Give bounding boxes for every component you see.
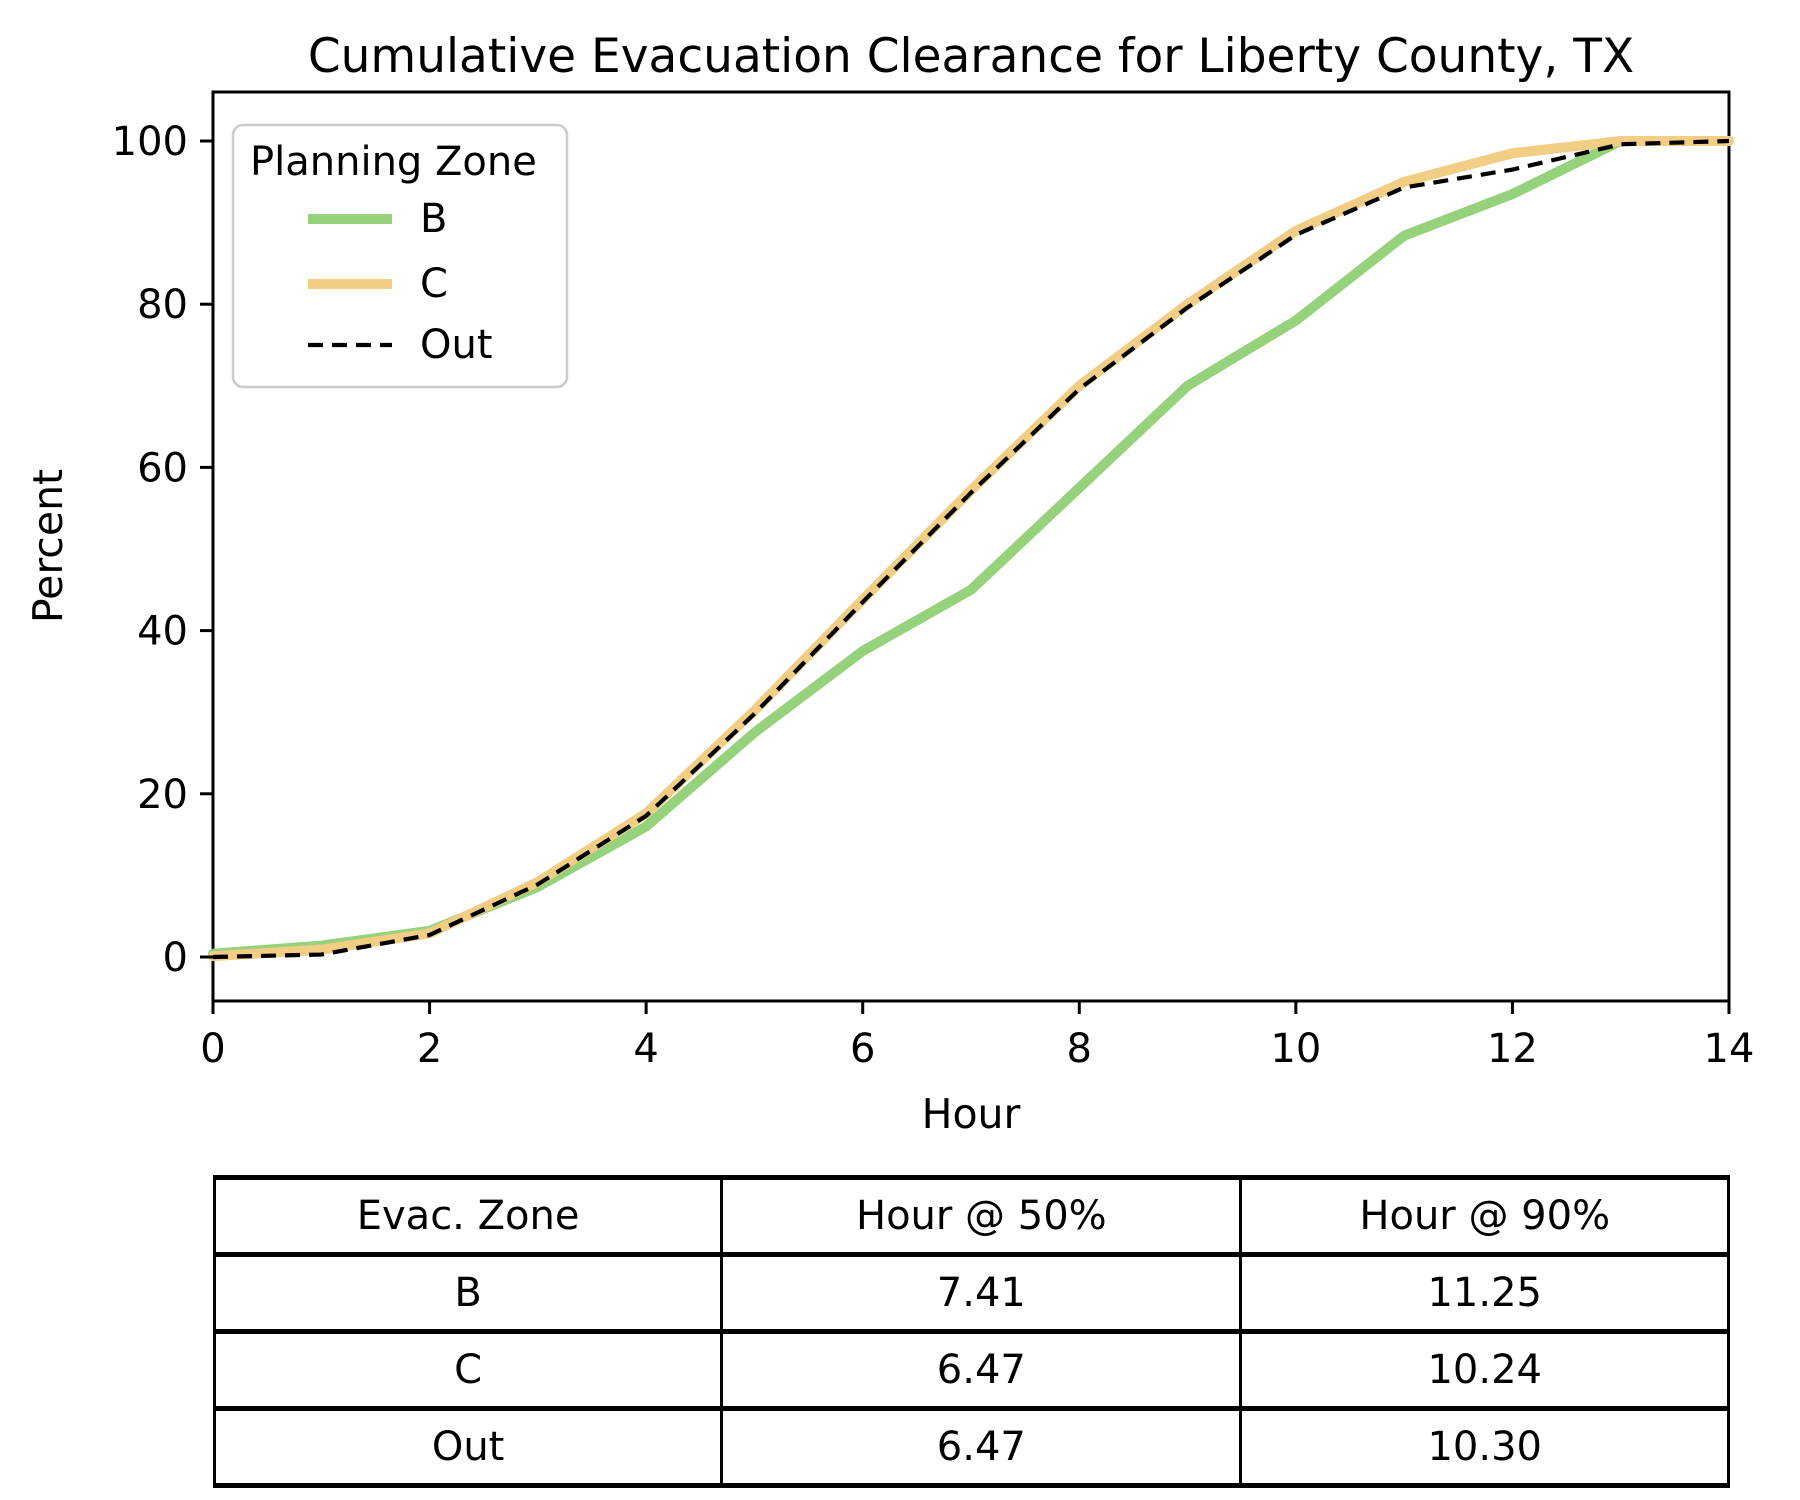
cell-b-zone: B [212, 1252, 724, 1334]
cell-out-zone: Out [212, 1406, 724, 1488]
x-tick-label-10: 10 [1270, 1026, 1321, 1072]
legend-item-out: Out [308, 322, 493, 368]
y-tick-label-100: 100 [112, 119, 188, 165]
table-row: Out 6.47 10.30 [212, 1406, 1730, 1488]
table-row: C 6.47 10.24 [212, 1329, 1730, 1411]
y-tick-label-60: 60 [137, 445, 188, 491]
x-tick-label-12: 12 [1487, 1026, 1538, 1072]
legend-item-label: B [420, 196, 447, 242]
plot-area [211, 90, 1731, 1003]
y-tick-label-80: 80 [137, 282, 188, 328]
clearance-table: Evac. Zone Hour @ 50% Hour @ 90% B 7.41 … [212, 1175, 1730, 1488]
evacuation-chart: Cumulative Evacuation Clearance for Libe… [24, 29, 1754, 1138]
legend: Planning Zone B C Out [231, 123, 569, 389]
y-ticks: 0 20 40 60 80 100 [112, 119, 213, 981]
y-tick-label-20: 20 [137, 772, 188, 818]
x-tick-label-6: 6 [850, 1026, 875, 1072]
legend-item-label: C [420, 261, 448, 307]
legend-title: Planning Zone [250, 139, 537, 185]
table-header-zone: Evac. Zone [212, 1175, 724, 1257]
x-axis-label: Hour [922, 1090, 1021, 1138]
table-header-h50: Hour @ 50% [720, 1175, 1243, 1257]
x-tick-label-8: 8 [1067, 1026, 1092, 1072]
cell-c-h50: 6.47 [720, 1329, 1243, 1411]
x-tick-label-4: 4 [633, 1026, 658, 1072]
chart-title: Cumulative Evacuation Clearance for Libe… [308, 29, 1634, 84]
legend-box [231, 123, 569, 389]
cell-c-zone: C [212, 1329, 724, 1411]
series-group [208, 136, 1734, 962]
y-tick-label-0: 0 [163, 935, 188, 981]
y-axis-label: Percent [24, 469, 72, 623]
x-ticks: 0 2 4 6 8 10 12 14 [200, 1001, 1754, 1072]
cell-c-h90: 10.24 [1239, 1329, 1730, 1411]
cell-out-h90: 10.30 [1239, 1406, 1730, 1488]
table-row: B 7.41 11.25 [212, 1252, 1730, 1334]
table-header-row: Evac. Zone Hour @ 50% Hour @ 90% [212, 1175, 1730, 1257]
cell-b-h90: 11.25 [1239, 1252, 1730, 1334]
legend-item-c: C [308, 261, 448, 307]
cell-b-h50: 7.41 [720, 1252, 1243, 1334]
legend-item-b: B [308, 196, 447, 242]
x-tick-label-2: 2 [417, 1026, 442, 1072]
legend-item-label: Out [420, 322, 493, 368]
x-tick-label-0: 0 [200, 1026, 225, 1072]
table-header-h90: Hour @ 90% [1239, 1175, 1730, 1257]
y-tick-label-40: 40 [137, 609, 188, 655]
cell-out-h50: 6.47 [720, 1406, 1243, 1488]
x-tick-label-14: 14 [1704, 1026, 1755, 1072]
series-out-line [212, 138, 1730, 960]
